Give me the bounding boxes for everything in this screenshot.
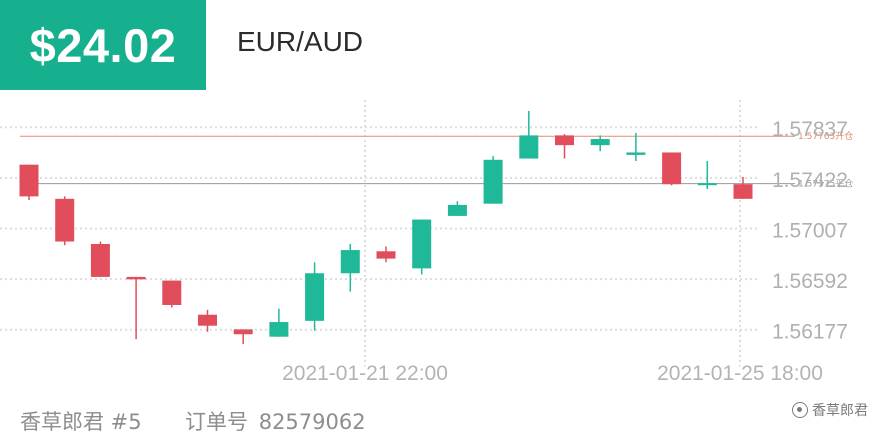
candle-body-5 (198, 314, 217, 326)
account-name: 香草郎君 #5 (20, 410, 142, 434)
x-tick-label-1: 2021-01-25 18:00 (657, 362, 823, 385)
candle-body-8 (305, 273, 325, 321)
watermark-text: 香草郎君 (812, 403, 868, 419)
profit-badge: $24.02 (0, 0, 206, 90)
reference-label-1: 1.57375平仓 (798, 178, 853, 190)
candle-body-2 (90, 243, 110, 277)
candle-body-9 (340, 250, 360, 274)
x-tick-label-0: 2021-01-21 22:00 (282, 362, 448, 385)
candle-body-0 (19, 164, 39, 197)
candle-body-14 (519, 135, 539, 159)
reference-label-0: 1.57763开仓 (798, 130, 853, 142)
y-tick-label-2: 1.57007 (772, 219, 848, 242)
candle-body-20 (733, 184, 753, 199)
wechat-icon (792, 402, 808, 418)
candle-body-19 (697, 183, 717, 186)
candle-body-15 (555, 135, 574, 146)
candle-body-3 (126, 276, 146, 280)
candle-body-16 (590, 139, 610, 146)
candle-body-1 (55, 198, 75, 242)
order-info: 香草郎君 #5 订单号 82579062 (20, 406, 370, 436)
candle-body-7 (269, 322, 289, 337)
candle-body-4 (162, 280, 182, 305)
profit-value: $24.02 (29, 18, 177, 72)
y-tick-label-0: 1.57837 (772, 118, 848, 141)
watermark: 香草郎君 (792, 400, 868, 420)
candle-body-10 (376, 251, 396, 259)
candle-body-17 (626, 152, 646, 155)
candle-body-18 (662, 152, 682, 185)
candle-body-11 (412, 219, 432, 269)
y-tick-label-1: 1.57422 (772, 169, 848, 192)
order-label: 订单号 (185, 410, 249, 434)
order-number: 82579062 (258, 410, 366, 434)
candlestick-chart: 1.57763开仓 1.57375平仓 1.57837 1.57422 1.57007 1… (0, 100, 854, 385)
candle-body-13 (483, 159, 503, 204)
candle-body-6 (233, 329, 253, 335)
y-tick-label-4: 1.56177 (772, 321, 848, 344)
y-tick-label-3: 1.56592 (772, 270, 848, 293)
candle-body-12 (447, 204, 467, 216)
currency-pair: EUR/AUD (237, 26, 364, 57)
